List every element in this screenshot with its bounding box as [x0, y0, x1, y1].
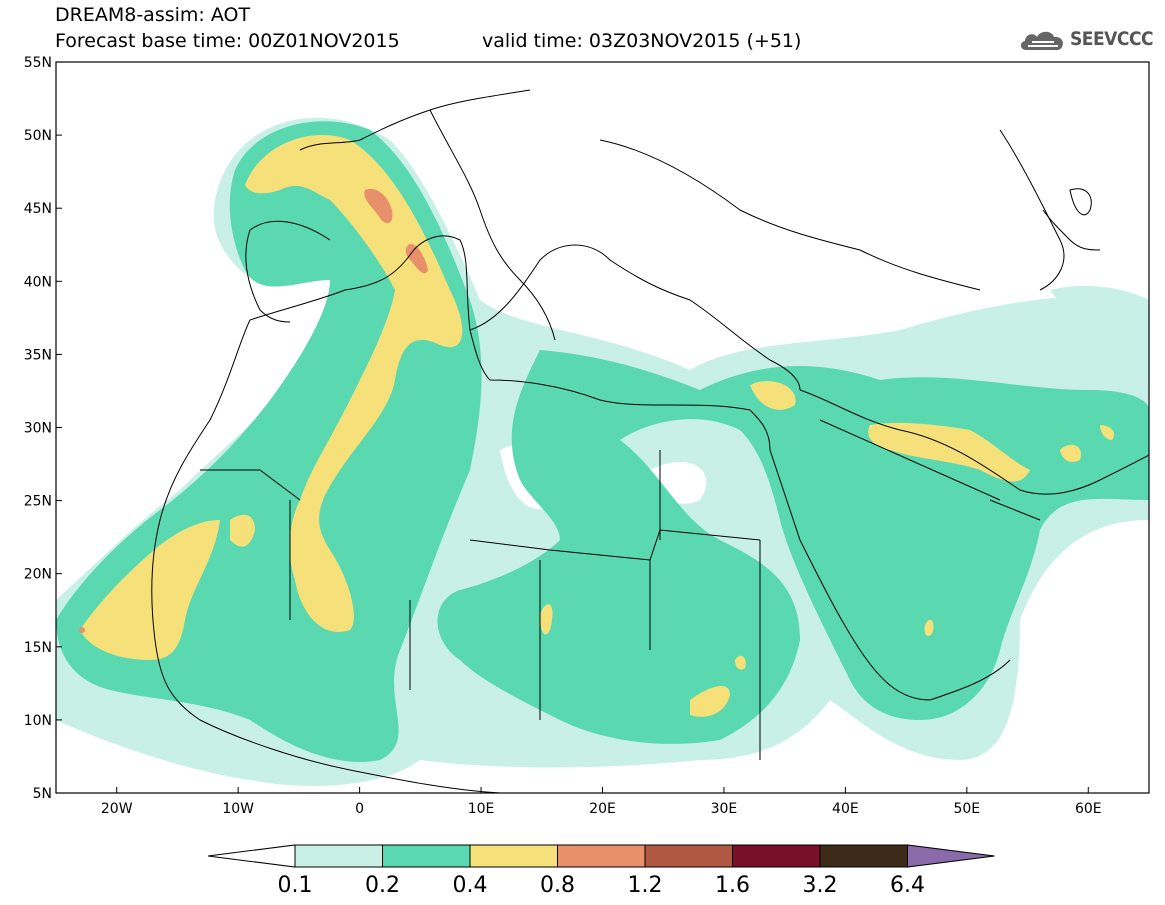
- lon-tick-label: 10E: [468, 801, 495, 817]
- longitude-axis: 20W 10W 0 10E 20E 30E 40E 50E 60E: [101, 787, 1102, 817]
- lat-tick-label: 25N: [24, 494, 52, 510]
- lat-tick-label: 55N: [24, 55, 52, 71]
- lon-tick-label: 10W: [222, 801, 254, 817]
- latitude-axis: 5N 10N 15N 20N 25N 30N 35N 40N 45N 50N 55N: [24, 55, 62, 802]
- lat-tick-label: 5N: [33, 786, 52, 802]
- lat-tick-label: 15N: [24, 640, 52, 656]
- aot-band-0.8: [79, 188, 428, 633]
- forecast-base-time: Forecast base time: 00Z01NOV2015: [55, 30, 400, 52]
- lat-tick-label: 40N: [24, 274, 52, 290]
- lon-tick-label: 60E: [1075, 801, 1102, 817]
- lat-tick-label: 50N: [24, 128, 52, 144]
- lon-tick-label: 30E: [711, 801, 738, 817]
- lat-tick-label: 45N: [24, 201, 52, 217]
- lon-tick-label: 20W: [101, 801, 133, 817]
- lon-tick-label: 20E: [589, 801, 616, 817]
- lat-tick-label: 20N: [24, 567, 52, 583]
- lon-tick-label: 0: [355, 801, 364, 817]
- lat-tick-label: 30N: [24, 421, 52, 437]
- coastlines: [151, 89, 1149, 793]
- lon-tick-label: 40E: [832, 801, 859, 817]
- valid-time: valid time: 03Z03NOV2015 (+51): [482, 30, 802, 52]
- seevccc-logo: SEEVCCC: [1018, 26, 1156, 56]
- aot-band-0.4: [80, 135, 1115, 717]
- lat-tick-label: 35N: [24, 347, 52, 363]
- cloud-logo-icon: [1020, 31, 1064, 50]
- lat-tick-label: 10N: [24, 713, 52, 729]
- logo-text: SEEVCCC: [1070, 28, 1154, 50]
- map-title: DREAM8-assim: AOT: [55, 4, 251, 26]
- lon-tick-label: 50E: [953, 801, 980, 817]
